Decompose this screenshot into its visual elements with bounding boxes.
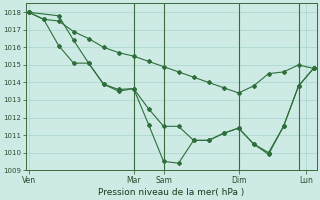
X-axis label: Pression niveau de la mer( hPa ): Pression niveau de la mer( hPa ) [98,188,244,197]
